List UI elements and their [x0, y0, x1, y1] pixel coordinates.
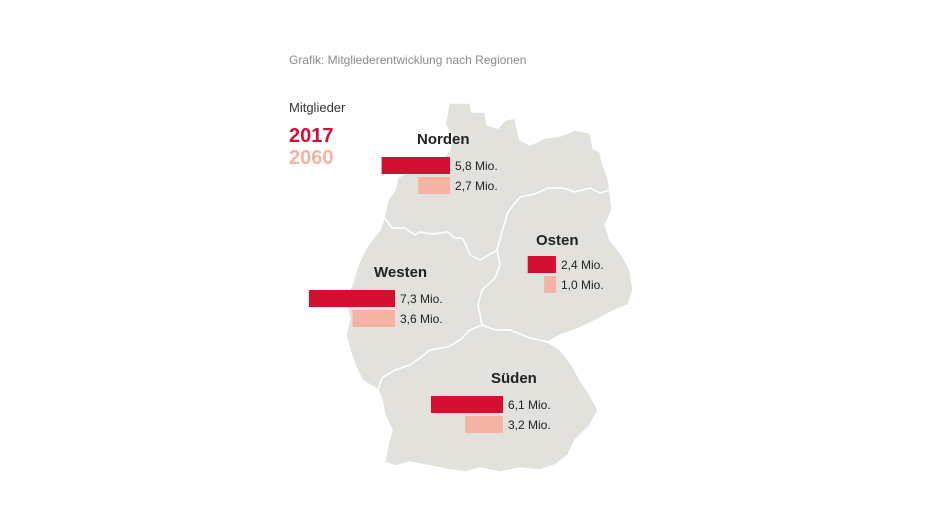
value-label-westen-2017: 7,3 Mio. — [400, 292, 443, 306]
legend-year-2060: 2060 — [289, 147, 334, 169]
region-label-norden: Norden — [417, 131, 470, 148]
bar-osten-2017 — [527, 256, 556, 273]
value-label-norden-2017: 5,8 Mio. — [455, 159, 498, 173]
value-label-osten-2060: 1,0 Mio. — [561, 278, 604, 292]
value-label-sueden-2060: 3,2 Mio. — [508, 418, 551, 432]
chart-caption: Grafik: Mitgliederentwicklung nach Regio… — [289, 53, 527, 67]
region-label-sueden: Süden — [491, 370, 537, 387]
bar-westen-2060 — [352, 310, 395, 327]
region-label-osten: Osten — [536, 232, 579, 249]
value-label-norden-2060: 2,7 Mio. — [455, 179, 498, 193]
bar-sueden-2017 — [431, 396, 503, 413]
value-label-osten-2017: 2,4 Mio. — [561, 258, 604, 272]
bar-osten-2060 — [544, 276, 556, 293]
legend: Mitglieder 2017 2060 — [289, 100, 345, 169]
bar-norden-2060 — [418, 177, 450, 194]
value-label-sueden-2017: 6,1 Mio. — [508, 398, 551, 412]
region-label-westen: Westen — [374, 264, 427, 281]
legend-year-2017: 2017 — [289, 125, 334, 147]
bar-westen-2017 — [308, 290, 395, 307]
bar-norden-2017 — [381, 157, 450, 174]
bar-sueden-2060 — [465, 416, 503, 433]
legend-title: Mitglieder — [289, 100, 346, 115]
value-label-westen-2060: 3,6 Mio. — [400, 312, 443, 326]
